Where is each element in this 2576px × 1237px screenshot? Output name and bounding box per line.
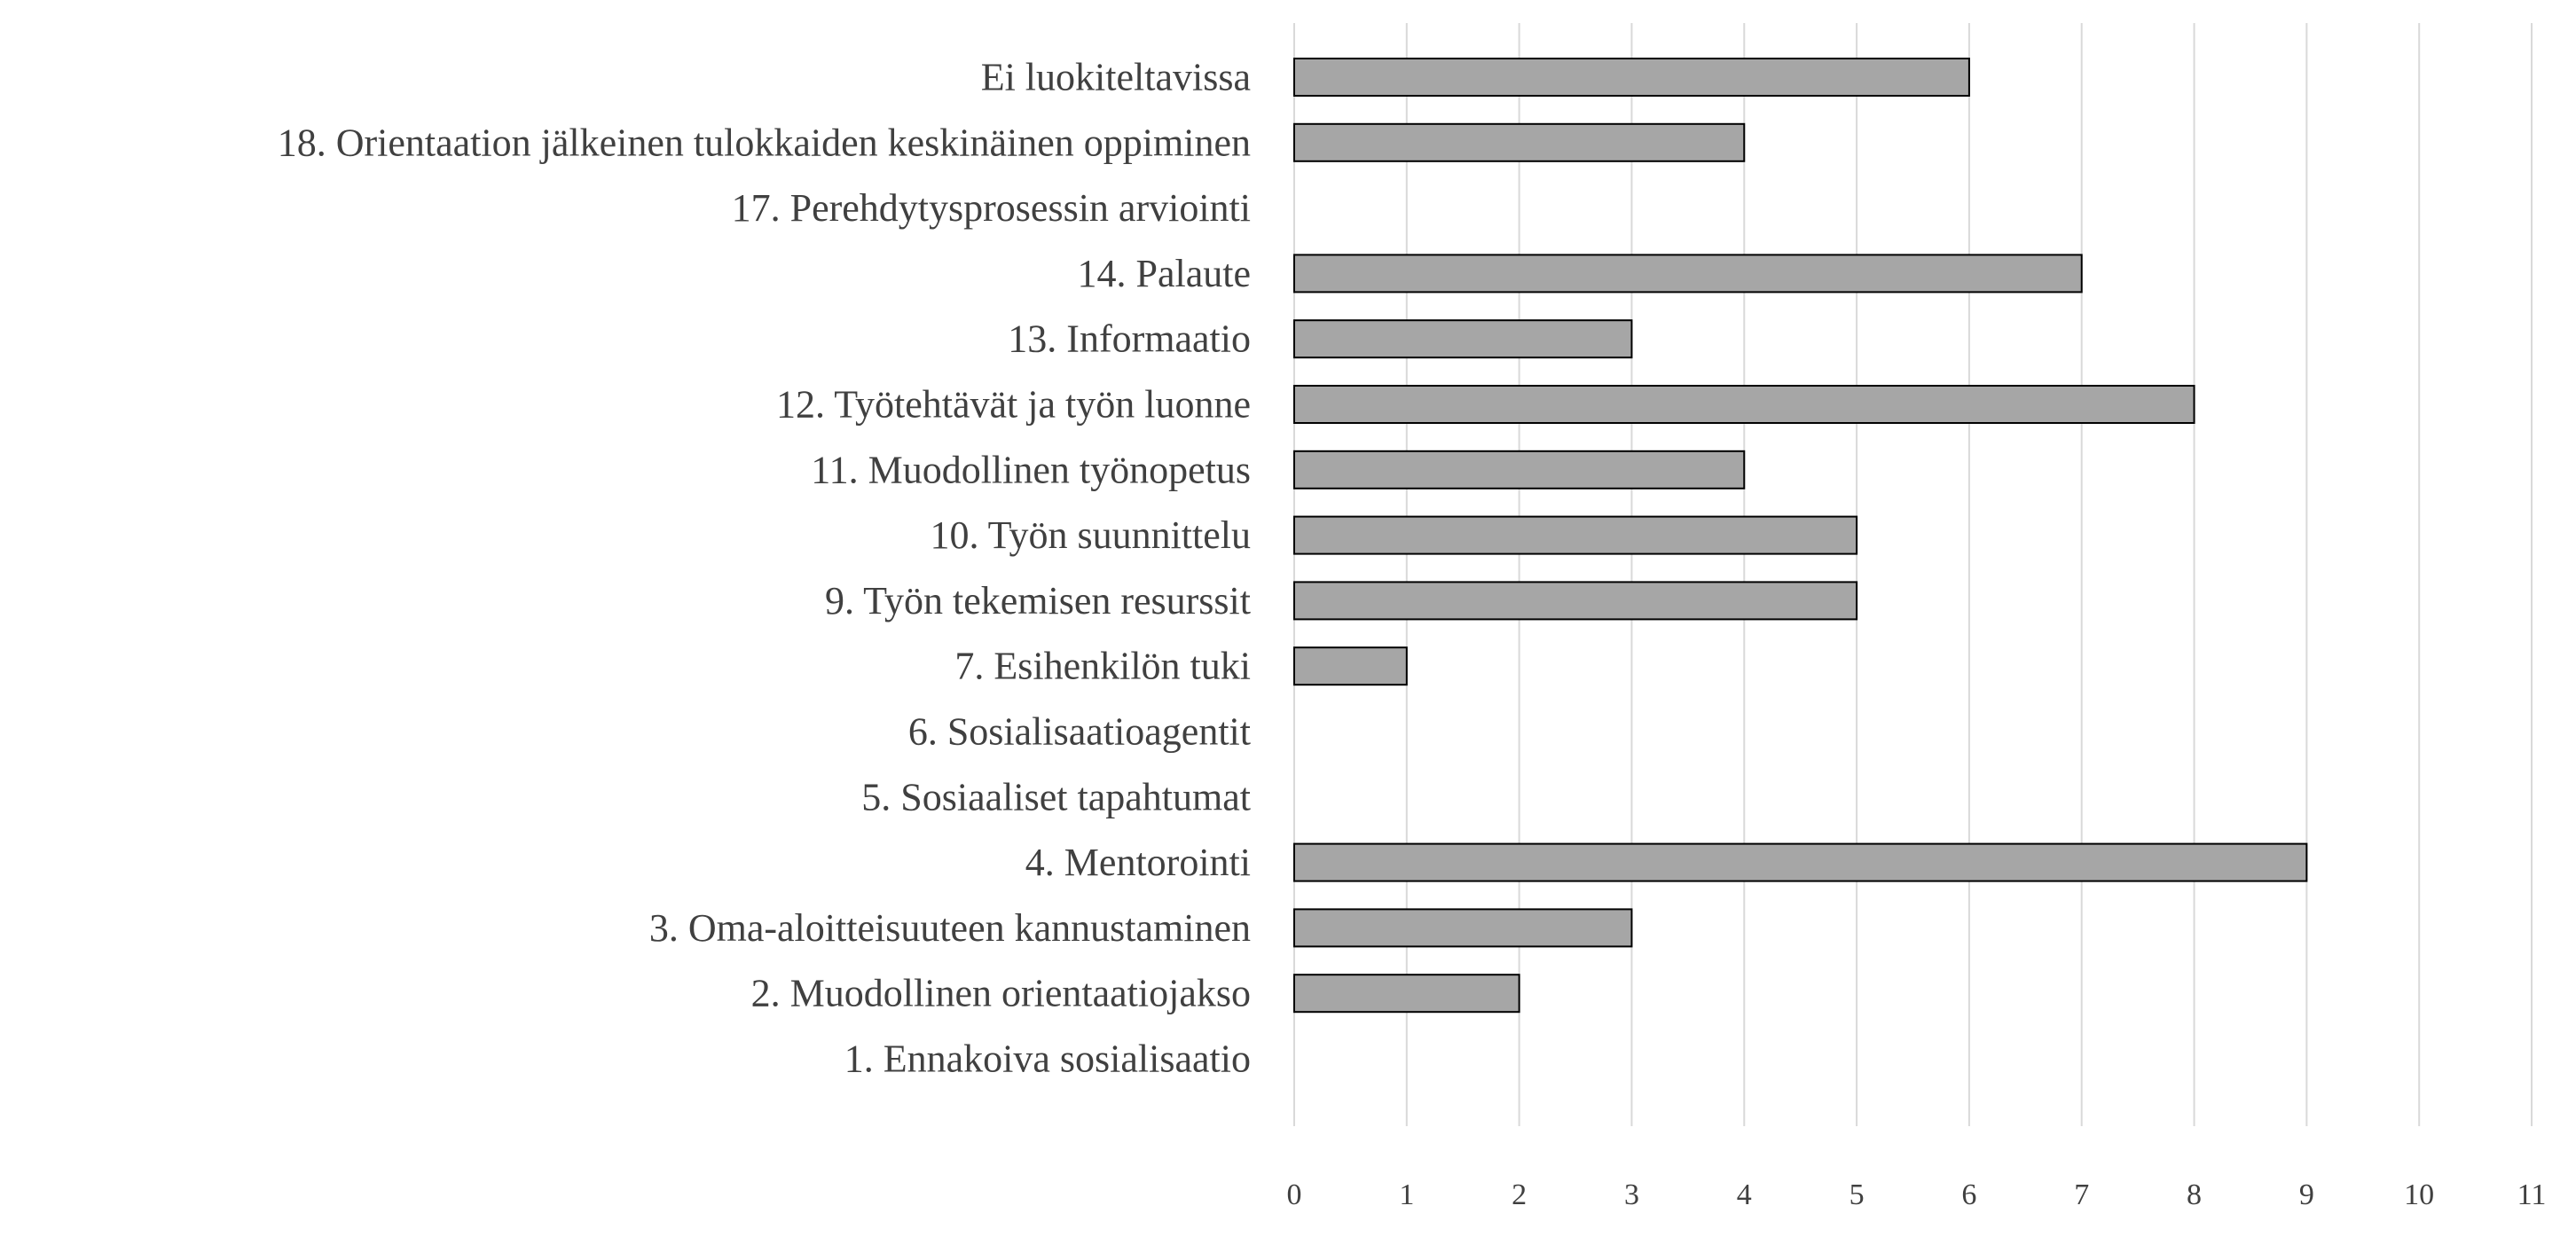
bar <box>1293 122 1746 162</box>
category-label: Ei luokiteltavissa <box>981 56 1251 99</box>
bar <box>1293 515 1858 555</box>
category-label: 18. Orientaation jälkeinen tulokkaiden k… <box>278 121 1251 164</box>
category-label: 14. Palaute <box>1077 252 1251 295</box>
bar <box>1293 385 2195 424</box>
bars <box>1293 58 2308 1014</box>
bar <box>1293 974 1520 1014</box>
x-tick-label: 10 <box>2404 1178 2434 1211</box>
x-tick-label: 6 <box>1961 1178 1976 1211</box>
x-tick-label: 7 <box>2074 1178 2089 1211</box>
x-tick-label: 4 <box>1737 1178 1752 1211</box>
bar <box>1293 646 1408 686</box>
bar <box>1293 319 1633 359</box>
x-axis-tick-labels: 0 1 2 3 4 5 6 7 8 9 10 11 <box>1287 1178 2547 1211</box>
category-label: 5. Sosiaaliset tapahtumat <box>861 775 1251 818</box>
category-label: 4. Mentorointi <box>1025 841 1251 884</box>
bar <box>1293 842 2308 882</box>
category-label: 6. Sosialisaatioagentit <box>908 710 1251 754</box>
bar <box>1293 58 1970 97</box>
bar <box>1293 254 2083 294</box>
category-label: 11. Muodollinen työnopetus <box>811 448 1251 491</box>
category-label: 10. Työn suunnittelu <box>930 513 1251 557</box>
bar <box>1293 450 1746 489</box>
category-label: 17. Perehdytysprosessin arviointi <box>732 186 1251 230</box>
x-tick-label: 8 <box>2187 1178 2202 1211</box>
x-tick-label: 5 <box>1850 1178 1865 1211</box>
category-label: 3. Oma-aloitteisuuteen kannustaminen <box>649 906 1251 950</box>
x-tick-label: 0 <box>1287 1178 1302 1211</box>
category-labels: Ei luokiteltavissa 18. Orientaation jälke… <box>278 56 1251 1081</box>
x-tick-label: 9 <box>2299 1178 2314 1211</box>
category-label: 2. Muodollinen orientaatiojakso <box>751 972 1251 1015</box>
x-tick-label: 11 <box>2517 1178 2547 1211</box>
category-label: 12. Työtehtävät ja työn luonne <box>776 383 1251 427</box>
category-label: 1. Ennakoiva sosialisaatio <box>844 1037 1251 1081</box>
category-label: 9. Työn tekemisen resurssit <box>825 579 1251 622</box>
category-label: 13. Informaatio <box>1008 317 1251 361</box>
bar <box>1293 908 1633 948</box>
gridlines <box>1293 23 2533 1126</box>
bar <box>1293 581 1858 621</box>
category-label: 7. Esihenkilön tuki <box>954 645 1251 688</box>
x-tick-label: 1 <box>1399 1178 1414 1211</box>
x-tick-label: 2 <box>1512 1178 1527 1211</box>
x-tick-label: 3 <box>1624 1178 1639 1211</box>
